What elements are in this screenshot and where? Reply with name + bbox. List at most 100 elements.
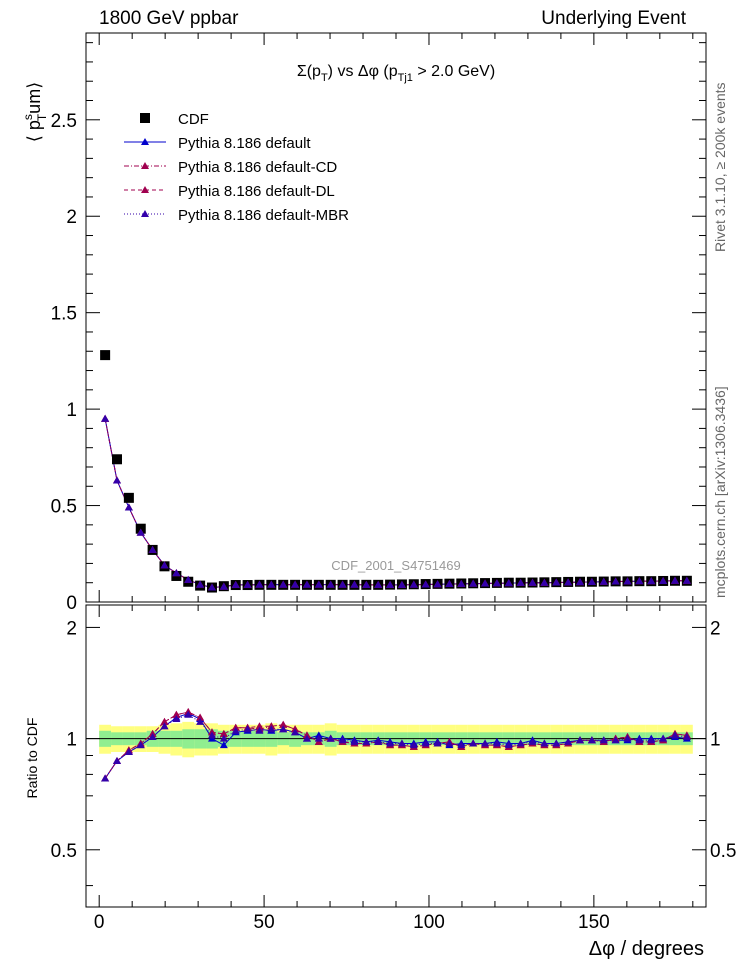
- mc-data-point: [564, 578, 573, 586]
- mc-data-point: [576, 578, 585, 586]
- ratio-data-point: [113, 756, 121, 764]
- ratio-data-point: [219, 734, 228, 742]
- ratio-data-point: [219, 741, 228, 749]
- legend-label: Pythia 8.186 default-CD: [178, 159, 337, 176]
- ratio-data-point: [659, 734, 668, 742]
- mc-data-point: [386, 580, 395, 588]
- plot-title: Σ(pT) vs Δφ (pTj1 > 2.0 GeV): [297, 63, 495, 84]
- mc-data-point: [528, 578, 537, 586]
- legend-label: CDF: [178, 111, 209, 128]
- main-y-tick-label: 0.5: [51, 497, 77, 518]
- ratio-data-point: [302, 734, 311, 742]
- mc-data-point: [219, 582, 228, 590]
- ratio-data-point: [314, 734, 323, 742]
- ratio-data-point: [255, 722, 264, 730]
- mc-data-point: [469, 579, 478, 587]
- mc-data-point: [101, 414, 110, 422]
- mc-data-point: [409, 580, 418, 588]
- ratio-data-point: [207, 731, 216, 739]
- x-axis-label: Δφ / degrees: [589, 938, 704, 960]
- cdf-data-point: [100, 350, 111, 361]
- mc-data-point: [207, 583, 216, 591]
- cdf-data-point: [112, 454, 122, 465]
- legend-label: Pythia 8.186 default-DL: [178, 183, 335, 200]
- main-y-tick-label: 2.5: [51, 111, 77, 132]
- ratio-data-point: [160, 722, 169, 730]
- ratio-data-point: [576, 736, 585, 744]
- ratio-data-point: [279, 725, 288, 733]
- legend-marker: [141, 210, 149, 217]
- main-y-tick-label: 0: [66, 593, 77, 614]
- mc-data-point: [184, 575, 193, 583]
- mc-data-point: [433, 580, 442, 588]
- mc-data-point: [504, 579, 513, 587]
- ratio-panel: 0.5 0.5 1 1 2 2: [51, 604, 736, 908]
- mc-data-point: [552, 578, 561, 586]
- mc-data-point: [326, 580, 335, 588]
- mc-data-point: [516, 578, 525, 586]
- main-y-tick-label: 2: [66, 207, 77, 228]
- ratio-data-point: [397, 739, 406, 747]
- mc-data-point: [255, 580, 264, 588]
- legend-marker: [141, 186, 149, 193]
- ratio-data-point: [350, 737, 359, 745]
- x-tick-label: 150: [578, 912, 610, 933]
- mc-data-point: [492, 579, 501, 587]
- ratio-frame-box: [85, 604, 707, 908]
- mc-data-point: [124, 503, 133, 511]
- x-tick-label: 0: [94, 912, 105, 933]
- mc-data-point: [481, 579, 490, 587]
- mc-data-point: [279, 580, 288, 588]
- ratio-data-point: [255, 726, 264, 734]
- legend: CDF Pythia 8.186 default Pythia 8.186 defa…: [124, 111, 349, 224]
- ratio-data-point: [219, 729, 228, 737]
- mc-data-point: [659, 576, 668, 584]
- ratio-data-point: [528, 737, 537, 745]
- ratio-data-point: [671, 731, 679, 739]
- ratio-data-point: [172, 710, 181, 718]
- mc-data-point: [196, 580, 205, 588]
- ratio-data-point: [647, 736, 656, 744]
- mc-data-point: [540, 578, 549, 586]
- ratio-data-point: [540, 739, 549, 747]
- mc-data-point: [148, 545, 157, 553]
- mc-data-point: [457, 579, 466, 587]
- ratio-data-point: [326, 734, 335, 742]
- mc-data-point: [421, 580, 430, 588]
- mc-data-point: [362, 580, 371, 588]
- mc-data-point: [397, 580, 406, 588]
- ratio-data-point: [124, 747, 133, 755]
- ratio-data-point: [160, 717, 169, 725]
- ratio-data-point: [599, 736, 608, 744]
- ratio-data-point: [516, 739, 525, 747]
- ratio-data-point: [409, 741, 418, 749]
- ratio-data-point: [184, 710, 193, 718]
- mc-data-point: [291, 580, 300, 588]
- ratio-data-point: [481, 739, 490, 747]
- ratio-data-point: [552, 739, 561, 747]
- ratio-data-point: [279, 720, 288, 728]
- ratio-data-point: [635, 736, 644, 744]
- legend-marker: [141, 162, 149, 169]
- main-y-tick-label: 1: [66, 400, 77, 421]
- ratio-data-point: [504, 741, 513, 749]
- ratio-data-point: [362, 737, 371, 745]
- ratio-data-point: [374, 737, 383, 745]
- legend-label: Pythia 8.186 default: [178, 135, 311, 152]
- ratio-data-point: [196, 713, 205, 721]
- cdf-data-point: [123, 492, 134, 503]
- mc-data-point: [374, 580, 383, 588]
- ratio-data-point: [386, 739, 395, 747]
- mc-data-point: [160, 561, 169, 569]
- ratio-data-point: [587, 736, 596, 744]
- x-tick-label: 100: [413, 912, 445, 933]
- mc-data-point: [172, 569, 181, 577]
- ratio-data-point: [682, 733, 691, 741]
- mc-data-point: [267, 580, 276, 588]
- main-y-axis-label: ⟨ psTum⟩: [21, 82, 49, 142]
- ratio-y-tick-label: 0.5: [51, 841, 77, 862]
- ratio-data-point: [172, 714, 181, 722]
- mc-data-point: [350, 580, 359, 588]
- main-y-tick-label: 1.5: [51, 304, 77, 325]
- mc-data-point: [243, 580, 252, 588]
